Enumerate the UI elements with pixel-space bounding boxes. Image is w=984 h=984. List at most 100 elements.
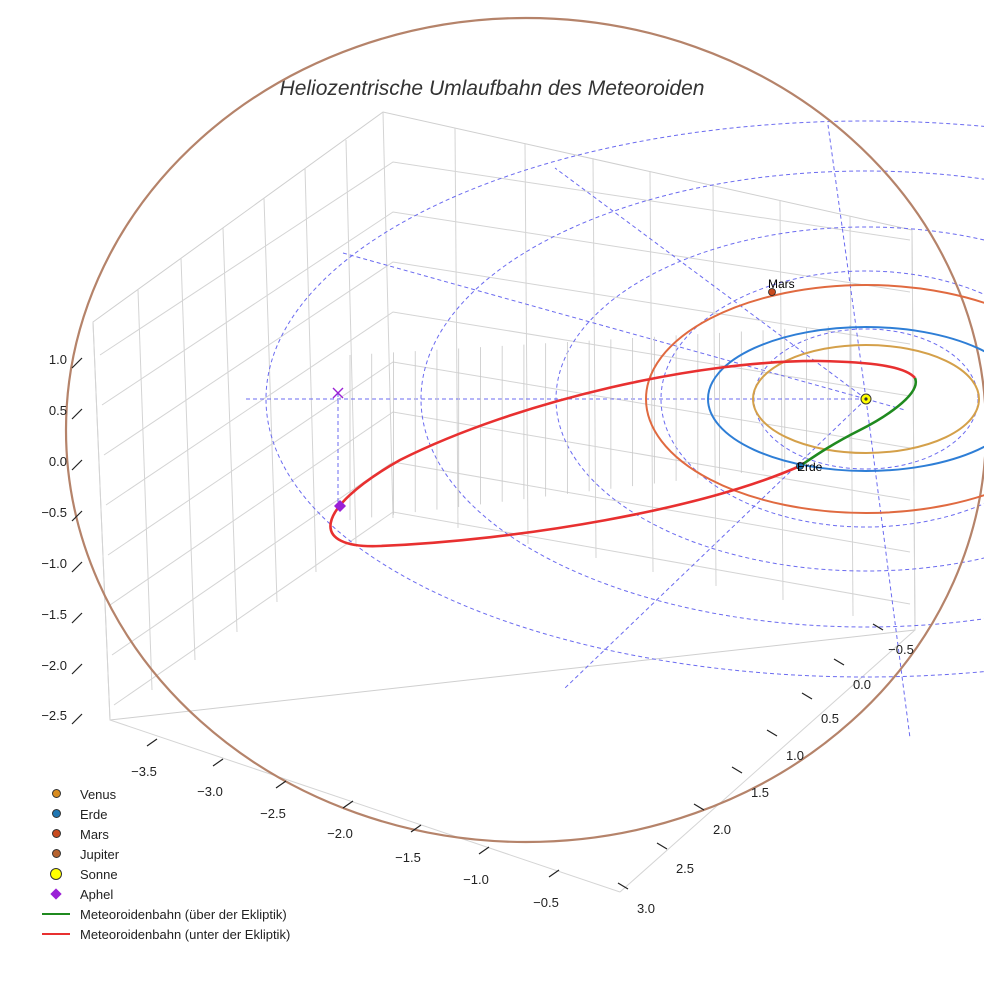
legend-item: Aphel	[40, 884, 290, 904]
earth-label: Erde	[797, 460, 823, 474]
meteoroid-orbit-above	[799, 377, 917, 468]
x-tick-label: −3.5	[131, 764, 157, 779]
earth-marker	[796, 462, 804, 470]
x-tick-label: −2.5	[260, 806, 286, 821]
body-markers: Erde Mars	[332, 277, 872, 512]
z-tick-label: −2.0	[41, 658, 67, 673]
legend-item: Mars	[40, 824, 290, 844]
x-tick-mark	[342, 800, 354, 809]
y-tick-mark	[731, 766, 743, 774]
z-tick-mark	[71, 612, 83, 624]
x-tick-mark	[478, 846, 490, 855]
orbit-mars	[645, 284, 984, 514]
legend-symbol	[40, 904, 74, 924]
orbit-erde	[707, 326, 984, 472]
grid-line	[345, 139, 357, 545]
planet-orbits	[65, 17, 984, 843]
orbit-jupiter	[65, 17, 984, 843]
projection-lines	[349, 325, 851, 520]
grid-line	[712, 185, 717, 587]
y-tick-mark	[766, 729, 778, 737]
legend-label: Venus	[80, 786, 117, 802]
legend-symbol	[40, 784, 74, 804]
z-tick-mark	[71, 357, 83, 369]
x-tick-label: −0.5	[533, 895, 559, 910]
x-tick-label: −1.0	[463, 872, 489, 887]
legend: Venus Erde Mars Jupiter Sonne Aphel Meteoroide…	[40, 784, 290, 944]
ecliptic-radial	[827, 124, 867, 400]
legend-label: Sonne	[80, 866, 118, 882]
sun-center	[864, 397, 868, 401]
grid-line	[263, 197, 278, 603]
grid-line	[222, 227, 238, 633]
floor-edge	[619, 629, 916, 893]
grid-line	[109, 411, 911, 606]
legend-symbol	[40, 824, 74, 844]
axis-ticks: 1.0 0.5 0.0 −0.5 −1.0 −1.5 −2.0 −2.5 −3.5 −3.0 −2.…	[41, 352, 914, 916]
ecliptic-ring	[660, 270, 984, 528]
x-tick-mark	[275, 780, 287, 789]
z-tick-mark	[71, 561, 83, 573]
grid-line	[105, 311, 911, 506]
z-tick-label: −1.5	[41, 607, 67, 622]
z-tick-mark	[71, 713, 83, 725]
z-tick-mark	[71, 459, 83, 471]
x-tick-label: −3.0	[197, 784, 223, 799]
z-tick-mark	[71, 408, 83, 420]
grid-line	[107, 361, 911, 556]
y-tick-label: 1.0	[786, 748, 804, 763]
legend-item: Meteoroidenbahn (über der Ekliptik)	[40, 904, 290, 924]
z-tick-label: 1.0	[49, 352, 67, 367]
grid-line	[524, 143, 529, 545]
grid-line	[454, 127, 459, 529]
legend-item: Venus	[40, 784, 290, 804]
meteoroid-orbit	[329, 359, 917, 548]
y-tick-label: 2.0	[713, 822, 731, 837]
y-tick-mark	[617, 882, 629, 890]
ecliptic-radial	[342, 252, 867, 400]
x-tick-mark	[410, 824, 422, 833]
ecliptic-ring	[265, 120, 984, 678]
legend-symbol	[40, 864, 74, 884]
legend-item: Erde	[40, 804, 290, 824]
legend-label: Erde	[80, 806, 108, 822]
aphel-projection-marker	[332, 387, 344, 399]
grid-line	[113, 511, 911, 706]
grid-line	[137, 289, 153, 691]
grid-line	[592, 157, 597, 559]
ecliptic-radial	[865, 398, 911, 739]
legend-label: Meteoroidenbahn (über der Ekliptik)	[80, 906, 287, 922]
legend-symbol	[40, 924, 74, 944]
z-tick-mark	[71, 663, 83, 675]
x-tick-mark	[146, 738, 158, 747]
floor-edge	[109, 719, 621, 893]
z-tick-label: 0.5	[49, 403, 67, 418]
mars-label: Mars	[768, 277, 795, 291]
y-tick-label: 2.5	[676, 861, 694, 876]
y-tick-label: 3.0	[637, 901, 655, 916]
mars-marker	[768, 288, 776, 296]
grid-line	[911, 229, 916, 631]
legend-symbol	[40, 884, 74, 904]
z-tick-label: −2.5	[41, 708, 67, 723]
x-tick-mark	[548, 869, 560, 878]
chart-title: Heliozentrische Umlaufbahn des Meteoroid…	[280, 77, 705, 100]
axis-grid	[92, 111, 916, 893]
legend-label: Mars	[80, 826, 109, 842]
meteoroid-orbit-below	[329, 359, 916, 548]
grid-line	[180, 257, 196, 661]
grid-line	[849, 215, 854, 617]
grid-line	[304, 167, 317, 573]
ecliptic-grid	[243, 120, 984, 739]
grid-line	[101, 211, 911, 406]
y-tick-mark	[872, 623, 884, 631]
legend-label: Jupiter	[80, 846, 120, 862]
grid-line	[92, 321, 111, 721]
legend-item: Jupiter	[40, 844, 290, 864]
aphel-marker	[334, 500, 346, 512]
z-tick-label: −0.5	[41, 505, 67, 520]
ecliptic-radial	[554, 167, 867, 400]
grid-line	[99, 161, 911, 356]
ecliptic-ring	[420, 170, 984, 628]
